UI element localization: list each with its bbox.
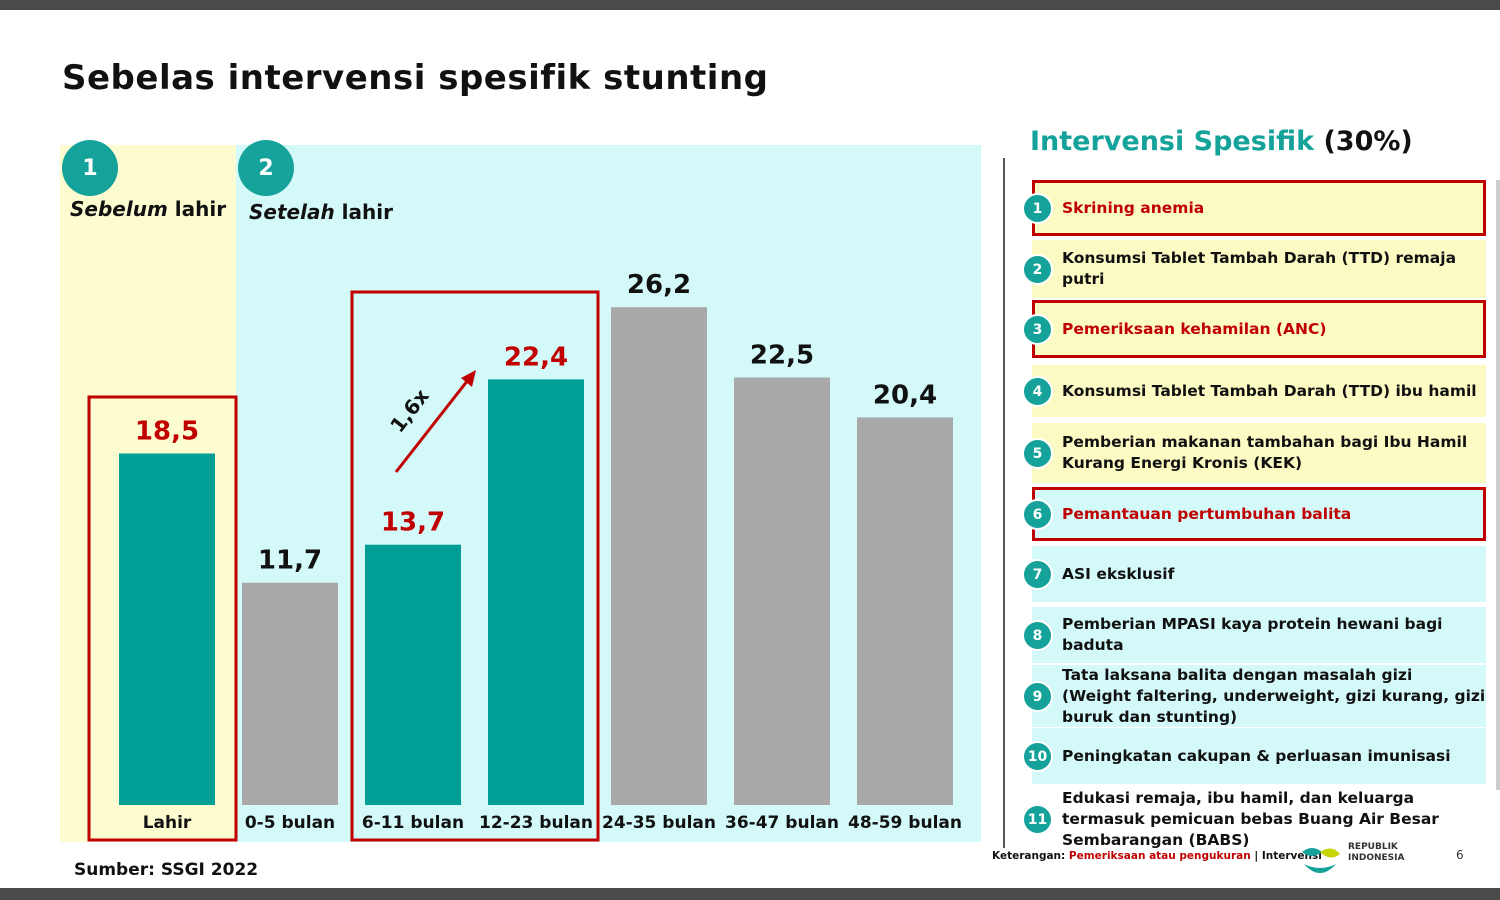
bar-chart: 18,5 Lahir 11,7 0-5 bulan 13,7 6-11 bulan 22,4… (87, 270, 962, 842)
legend-prefix: Keterangan: (992, 850, 1069, 862)
slide-title: Sebelas intervensi spesifik stunting (62, 58, 769, 98)
intervention-text: Edukasi remaja, ibu hamil, dan keluarga … (1062, 788, 1439, 849)
bar-value-label: 18,5 (135, 417, 199, 447)
intervention-item: Pemeriksaan kehamilan (ANC) (1032, 300, 1486, 358)
category-label: 12-23 bulan (479, 813, 593, 833)
phase-2-label-rest: lahir (334, 200, 393, 224)
logo-text: REPUBLIK INDONESIA (1348, 842, 1405, 863)
bar (734, 377, 830, 805)
bar-value-label: 22,4 (504, 342, 568, 372)
intervention-text: Konsumsi Tablet Tambah Darah (TTD) ibu h… (1062, 381, 1477, 400)
category-label: 24-35 bulan (602, 813, 716, 833)
growth-arrow-line (394, 379, 470, 473)
highlight-box-birth (87, 395, 238, 842)
intervention-item: Pemberian MPASI kaya protein hewani bagi… (1032, 607, 1486, 663)
kemenkes-logo (1302, 848, 1340, 873)
panel-after-birth (236, 145, 981, 842)
category-label: 48-59 bulan (848, 813, 962, 833)
intervention-number: 3 (1022, 314, 1053, 345)
divider (1003, 158, 1005, 848)
intervention-text: ASI eksklusif (1062, 564, 1175, 583)
intervention-text: Konsumsi Tablet Tambah Darah (TTD) remaj… (1062, 249, 1457, 288)
category-label: Lahir (143, 813, 192, 833)
intervention-number: 6 (1022, 499, 1053, 530)
bar (611, 307, 707, 805)
right-title-suffix: (30%) (1314, 126, 1413, 157)
phase-1-label-rest: lahir (167, 197, 227, 221)
page-number: 6 (1456, 848, 1464, 862)
intervention-item: Konsumsi Tablet Tambah Darah (TTD) remaj… (1032, 240, 1486, 298)
bar-value-label: 20,4 (873, 380, 937, 410)
intervention-number: 9 (1022, 681, 1053, 712)
intervention-item: ASI eksklusif (1032, 546, 1486, 602)
phase-2-label-em: Setelah (249, 200, 335, 224)
bar-value-label: 22,5 (750, 341, 814, 371)
intervention-text: Pemeriksaan kehamilan (ANC) (1062, 319, 1327, 338)
intervention-number: 8 (1022, 620, 1053, 651)
growth-annotation: 1,6x (385, 384, 434, 437)
growth-arrow-head (461, 370, 476, 387)
intervention-number: 4 (1022, 376, 1053, 407)
right-panel-title: Intervensi Spesifik (30%) (1030, 126, 1413, 157)
intervention-number: 1 (1022, 193, 1053, 224)
intervention-number: 11 (1022, 804, 1053, 835)
category-label: 0-5 bulan (245, 813, 335, 833)
intervention-text: Pemberian makanan tambahan bagi Ibu Hami… (1062, 433, 1468, 472)
slide: Sebelas intervensi spesifik stunting 1 S… (0, 10, 1500, 888)
bar (857, 417, 953, 805)
intervention-item: Tata laksana balita dengan masalah gizi … (1032, 665, 1486, 727)
intervention-number: 10 (1022, 741, 1053, 772)
intervention-text: Pemberian MPASI kaya protein hewani bagi… (1062, 615, 1443, 654)
intervention-text: Tata laksana balita dengan masalah gizi … (1062, 665, 1486, 726)
intervention-item: Peningkatan cakupan & perluasan imunisas… (1032, 728, 1486, 784)
phase-2-badge: 2 (238, 140, 294, 196)
intervention-number: 5 (1022, 438, 1053, 469)
intervention-number: 2 (1022, 254, 1053, 285)
intervention-number: 7 (1022, 559, 1053, 590)
legend-sep: | (1250, 850, 1262, 862)
highlight-box-6-23 (350, 290, 600, 842)
phase-1-label-em: Sebelum (70, 197, 168, 221)
intervention-text: Peningkatan cakupan & perluasan imunisas… (1062, 746, 1451, 765)
bar-value-label: 26,2 (627, 270, 691, 300)
legend-red: Pemeriksaan atau pengukuran (1068, 850, 1251, 862)
intervention-item: Skrining anemia (1032, 180, 1486, 236)
bar (119, 453, 215, 805)
intervention-item: Edukasi remaja, ibu hamil, dan keluarga … (1032, 788, 1486, 850)
phase-1-badge: 1 (62, 140, 118, 196)
source-note: Sumber: SSGI 2022 (74, 860, 259, 880)
bar (365, 544, 461, 805)
intervention-item: Pemantauan pertumbuhan balita (1032, 487, 1486, 541)
intervention-text: Skrining anemia (1062, 198, 1205, 217)
legend: Keterangan: Pemeriksaan atau pengukuran … (992, 850, 1322, 862)
intervention-item: Konsumsi Tablet Tambah Darah (TTD) ibu h… (1032, 365, 1486, 417)
category-label: 36-47 bulan (725, 813, 839, 833)
intervention-text: Pemantauan pertumbuhan balita (1062, 504, 1352, 523)
right-title-highlight: Intervensi Spesifik (1030, 126, 1315, 157)
phase-2-label: Setelah lahir (249, 200, 393, 224)
intervention-item: Pemberian makanan tambahan bagi Ibu Hami… (1032, 423, 1486, 483)
bar (242, 582, 338, 805)
bar (488, 379, 584, 805)
edge-bar (1496, 180, 1500, 790)
category-label: 6-11 bulan (362, 813, 464, 833)
phase-1-label: Sebelum lahir (70, 197, 226, 221)
bar-value-label: 13,7 (381, 508, 445, 538)
bar-value-label: 11,7 (258, 546, 322, 576)
